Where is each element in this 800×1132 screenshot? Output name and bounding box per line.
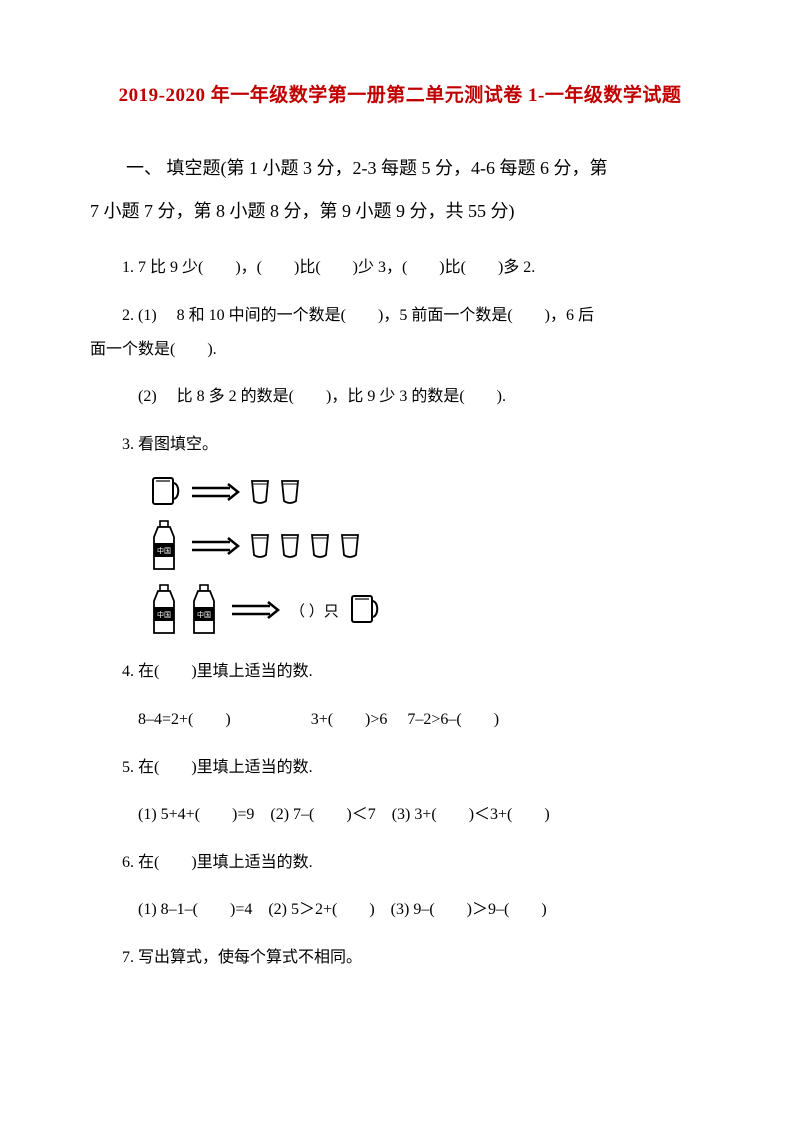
q5: 5. 在( )里填上适当的数. [90,751,710,785]
page: 2019-2020 年一年级数学第一册第二单元测试卷 1-一年级数学试题 一、 … [0,0,800,1132]
svg-text:中国: 中国 [157,546,171,555]
arrow-icon [190,482,240,502]
bottle-icon: 中国 [150,519,180,573]
cup-icon [250,479,270,505]
mug-icon [349,593,379,627]
q5-sub: (1) 5+4+( )=9 (2) 7–( )＜7 (3) 3+( )＜3+( … [90,798,710,832]
q3: 3. 看图填空。 [90,428,710,462]
q2-line2: 面一个数是( ). [90,333,710,367]
q7: 7. 写出算式，使每个算式不相同。 [90,941,710,975]
cup-icon [280,479,300,505]
cup-icon [310,533,330,559]
cup-icon [340,533,360,559]
section1-line1: 一、 填空题(第 1 小题 3 分，2-3 每题 5 分，4-6 每题 6 分，… [90,147,710,190]
q4: 4. 在( )里填上适当的数. [90,655,710,689]
bottle-icon: 中国 [190,583,220,637]
q1: 1. 7 比 9 少( )，( )比( )少 3，( )比( )多 2. [90,251,710,285]
q4-sub: 8–4=2+( ) 3+( )>6 7–2>6–( ) [90,703,710,737]
q6-sub: (1) 8–1–( )=4 (2) 5＞2+( ) (3) 9–( )＞9–( … [90,893,710,927]
fig-row-3: 中国 中国 （ ）只 [150,583,710,637]
mug-icon [150,475,180,509]
q6: 6. 在( )里填上适当的数. [90,846,710,880]
q3-figure: 中国 中国 中国 [150,475,710,637]
cup-icon [250,533,270,559]
document-title: 2019-2020 年一年级数学第一册第二单元测试卷 1-一年级数学试题 [90,80,710,107]
q2-line1: 2. (1) 8 和 10 中间的一个数是( )，5 前面一个数是( )，6 后 [90,299,710,333]
q2-sub2: (2) 比 8 多 2 的数是( )，比 9 少 3 的数是( ). [90,380,710,414]
cup-icon [280,533,300,559]
bottle-icon: 中国 [150,583,180,637]
fig-row-2: 中国 [150,519,710,573]
arrow-icon [230,600,280,620]
arrow-icon [190,536,240,556]
fig-row-1 [150,475,710,509]
section1-line2: 7 小题 7 分，第 8 小题 8 分，第 9 小题 9 分，共 55 分) [90,190,710,233]
svg-text:中国: 中国 [157,610,171,619]
fig-blank-text: （ ）只 [290,600,339,621]
svg-text:中国: 中国 [197,610,211,619]
